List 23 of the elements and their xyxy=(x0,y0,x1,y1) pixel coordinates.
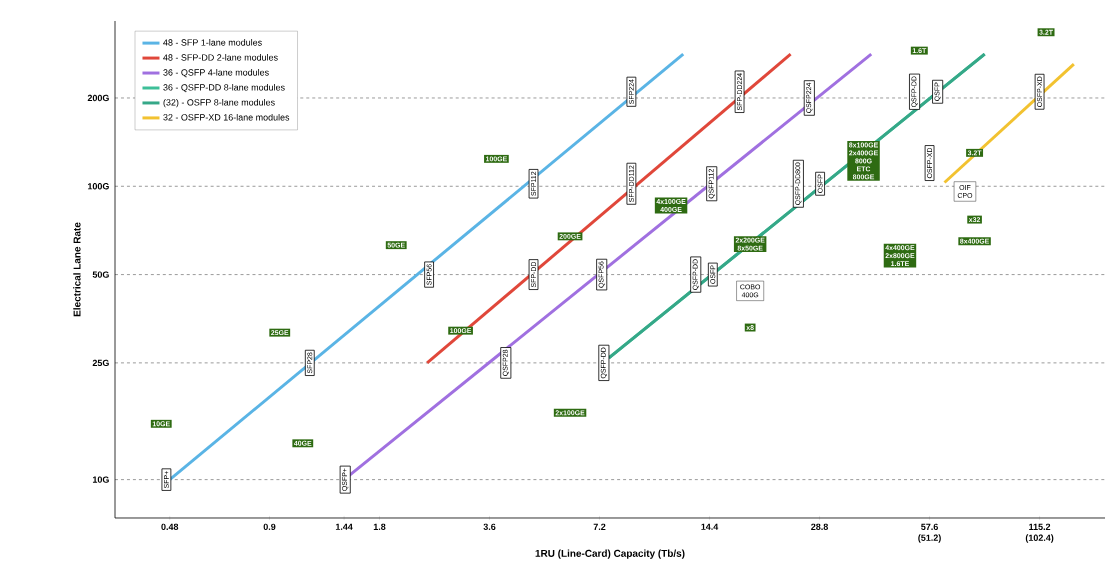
x-tick-label: 7.2 xyxy=(593,523,606,530)
x-tick-label: 0.9 xyxy=(263,523,276,530)
y-tick-label: 10G xyxy=(92,476,109,483)
x-tick-label: 57.6 (51.2) xyxy=(918,523,941,543)
legend-label: (32) - OSFP 8-lane modules xyxy=(163,98,275,108)
y-tick-label: 25G xyxy=(92,359,109,367)
x-tick-label: 115.2 (102.4) xyxy=(1025,523,1054,543)
legend-label: 36 - QSFP 4-lane modules xyxy=(163,69,269,78)
x-tick-label: 14.4 xyxy=(701,523,719,530)
y-axis-title: Electrical Lane Rate xyxy=(73,222,81,317)
x-tick-label: 3.6 xyxy=(483,523,496,530)
x-tick-label: 28.8 xyxy=(811,523,829,530)
y-tick-label: 200G xyxy=(87,94,109,102)
legend-label: 36 - QSFP-DD 8-lane modules xyxy=(163,84,285,93)
y-tick-label: 50G xyxy=(92,271,109,278)
legend-label: 32 - OSFP-XD 16-lane modules xyxy=(163,113,290,121)
x-axis-title: 1RU (Line-Card) Capacity (Tb/s) xyxy=(535,549,685,559)
y-tick-label: 100G xyxy=(87,183,109,190)
x-tick-label: 0.48 xyxy=(161,523,179,530)
legend-label: 48 - SFP-DD 2-lane modules xyxy=(163,54,278,61)
x-tick-label: 1.8 xyxy=(373,523,386,530)
x-tick-label: 1.44 xyxy=(335,523,353,530)
legend-label: 48 - SFP 1-lane modules xyxy=(163,39,262,46)
